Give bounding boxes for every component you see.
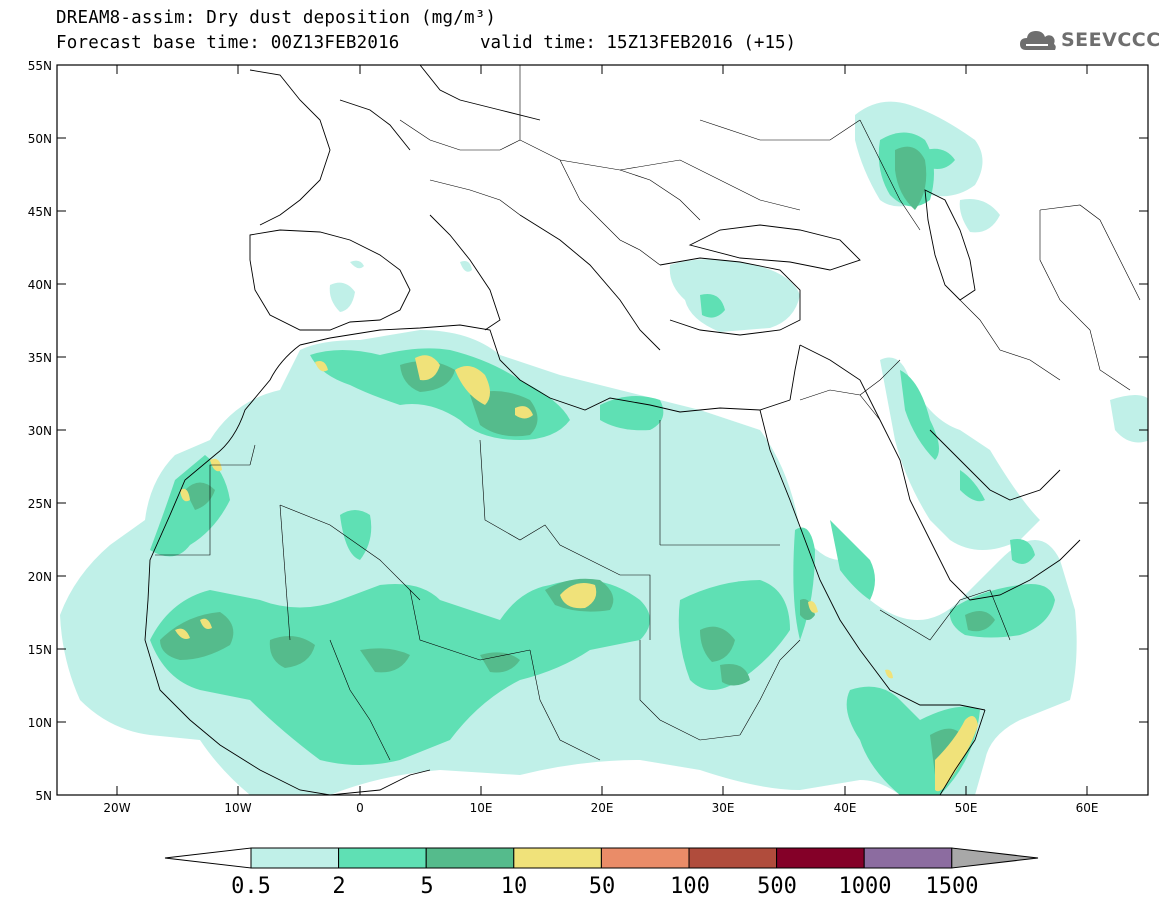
lat-labels: 55N 50N 45N 40N 35N 30N 25N 20N 15N 10N … <box>28 59 52 803</box>
map-title: DREAM8-assim: Dry dust deposition (mg/m³… <box>56 8 497 28</box>
colorbar-label: 1000 <box>839 874 892 899</box>
colorbar-label: 2 <box>332 874 345 899</box>
lon-label: 40E <box>834 801 857 815</box>
colorbar-under-arrow <box>164 847 252 869</box>
colorbar-label: 0.5 <box>231 874 271 899</box>
lat-label: 10N <box>28 716 52 730</box>
lat-label: 20N <box>28 570 52 584</box>
valid-time: valid time: 15Z13FEB2016 (+15) <box>480 33 797 53</box>
lat-label: 30N <box>28 424 52 438</box>
lat-label: 5N <box>35 789 52 803</box>
lat-label: 40N <box>28 278 52 292</box>
forecast-base-time: Forecast base time: 00Z13FEB2016 <box>56 33 400 53</box>
colorbar-segment <box>600 847 690 869</box>
colorbar-segment <box>513 847 602 869</box>
lon-label: 10E <box>470 801 493 815</box>
colorbar-segment <box>863 847 953 869</box>
colorbar <box>164 847 1039 869</box>
lat-label: 25N <box>28 497 52 511</box>
dust-contours <box>60 65 1148 795</box>
country-borders <box>155 65 1141 761</box>
lat-label: 55N <box>28 59 52 73</box>
colorbar-label: 1500 <box>926 874 979 899</box>
cloud-icon <box>1020 31 1056 50</box>
colorbar-segment <box>338 847 427 869</box>
lon-ticks <box>116 65 1088 795</box>
lon-label: 10W <box>224 801 251 815</box>
lon-label: 60E <box>1076 801 1099 815</box>
colorbar-labels: 0.5 2 5 10 50 100 500 1000 1500 <box>231 874 978 899</box>
seevccc-logo: SEEVCCC <box>1018 26 1161 54</box>
colorbar-label: 500 <box>757 874 797 899</box>
lat-label: 50N <box>28 132 52 146</box>
colorbar-label: 50 <box>589 874 616 899</box>
colorbar-segment <box>250 847 340 869</box>
lat-label: 15N <box>28 643 52 657</box>
lon-label: 30E <box>712 801 735 815</box>
colorbar-label: 10 <box>501 874 528 899</box>
lon-labels: 20W 10W 0 10E 20E 30E 40E 50E 60E <box>103 801 1098 815</box>
colorbar-segment <box>688 847 778 869</box>
colorbar-segment <box>425 847 515 869</box>
lon-label: 0 <box>356 801 364 815</box>
colorbar-segment <box>776 847 865 869</box>
coastlines <box>144 65 1081 795</box>
lat-label: 45N <box>28 205 52 219</box>
colorbar-over-arrow <box>951 847 1039 869</box>
lon-label: 50E <box>955 801 978 815</box>
lon-label: 20E <box>591 801 614 815</box>
lon-label: 20W <box>103 801 130 815</box>
lat-ticks <box>57 64 1148 796</box>
colorbar-label: 100 <box>670 874 710 899</box>
colorbar-label: 5 <box>420 874 433 899</box>
contour-level-10 <box>175 355 978 792</box>
lat-label: 35N <box>28 351 52 365</box>
logo-text: SEEVCCC <box>1061 29 1161 51</box>
